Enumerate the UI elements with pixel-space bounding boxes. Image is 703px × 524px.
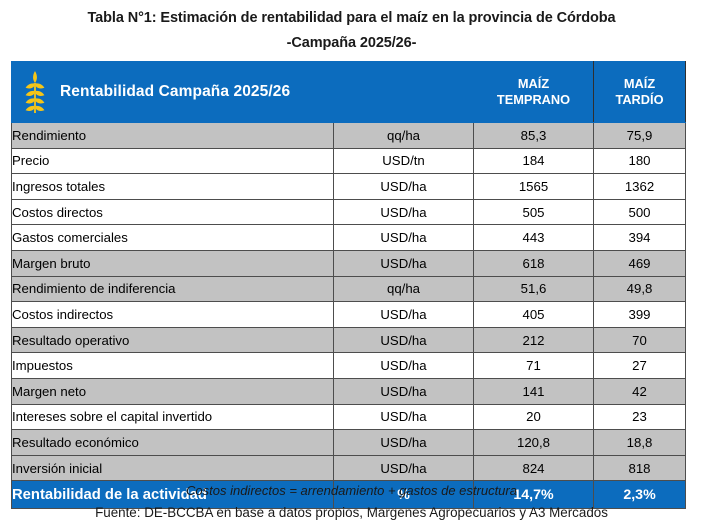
row-unit: qq/ha: [332, 122, 475, 149]
row-unit: USD/tn: [332, 147, 475, 175]
row-value-tardio: 18,8: [593, 429, 687, 456]
table-row: Gastos comerciales USD/ha 443 394: [11, 224, 687, 251]
row-value-tardio: 27: [593, 352, 687, 379]
table-row: Margen bruto USD/ha 618 469: [11, 249, 687, 277]
page-title: Tabla N°1: Estimación de rentabilidad pa…: [0, 0, 703, 56]
table-row: Intereses sobre el capital invertido USD/…: [11, 403, 687, 431]
row-value-tardio: 469: [593, 249, 687, 277]
row-concept: Inversión inicial: [11, 454, 334, 482]
table-row: Rendimiento de indiferencia qq/ha 51,6 49,8: [11, 275, 687, 303]
title-line-1: Tabla N°1: Estimación de rentabilidad pa…: [87, 10, 616, 26]
table-footer: Costos indirectos = arrendamiento + gast…: [0, 481, 703, 524]
table-row: Resultado económico USD/ha 120,8 18,8: [11, 429, 687, 456]
row-unit: USD/ha: [332, 224, 475, 251]
row-value-tardio: 399: [593, 301, 687, 328]
row-concept: Precio: [11, 147, 334, 175]
header-col-temprano-line1: MAÍZ: [517, 76, 550, 91]
footer-note: Costos indirectos = arrendamiento + gast…: [186, 483, 517, 498]
row-value-tardio: 49,8: [593, 275, 687, 303]
table-row: Precio USD/tn 184 180: [11, 147, 687, 175]
row-unit: USD/ha: [332, 377, 475, 405]
row-value-temprano: 618: [473, 249, 595, 277]
total-value-tardio: 2,3%: [593, 480, 687, 510]
row-concept: Margen bruto: [11, 249, 334, 277]
row-value-tardio: 818: [593, 454, 687, 482]
row-value-tardio: 70: [593, 326, 687, 354]
total-unit: %: [332, 480, 475, 510]
row-unit: USD/ha: [332, 198, 475, 226]
table-row: Costos directos USD/ha 505 500: [11, 198, 687, 226]
row-concept: Costos directos: [11, 198, 334, 226]
row-value-temprano: 120,8: [473, 429, 595, 456]
row-value-temprano: 71: [473, 352, 595, 379]
row-value-temprano: 85,3: [473, 122, 595, 149]
table-row-total: Rentabilidad de la actividad% 14,7% 2,3%: [11, 480, 687, 510]
row-concept: Ingresos totales: [11, 173, 334, 200]
row-value-temprano: 20: [473, 403, 595, 431]
row-concept: Resultado económico: [11, 429, 334, 456]
header-main-cell: Rentabilidad Campaña 2025/26: [10, 61, 475, 123]
row-value-temprano: 141: [473, 377, 595, 405]
header-col-maiz-temprano: MAÍZ TEMPRANO: [473, 61, 595, 123]
row-value-tardio: 180: [593, 147, 687, 175]
row-concept: Gastos comerciales: [11, 224, 334, 251]
row-value-temprano: 51,6: [473, 275, 595, 303]
header-main-label: Rentabilidad Campaña 2025/26: [60, 83, 291, 100]
table-row: Margen neto USD/ha 141 42: [11, 377, 687, 405]
row-value-tardio: 394: [593, 224, 687, 251]
row-unit: USD/ha: [332, 352, 475, 379]
row-concept: Impuestos: [11, 352, 334, 379]
wheat-icon: [20, 70, 50, 114]
table-row: Impuestos USD/ha 71 27: [11, 352, 687, 379]
table-row: Ingresos totales USD/ha 1565 1362: [11, 173, 687, 200]
row-value-tardio: 23: [593, 403, 687, 431]
row-unit: USD/ha: [332, 429, 475, 456]
row-concept: Resultado operativo: [11, 326, 334, 354]
row-concept: Margen neto: [11, 377, 334, 405]
header-col-tardio-line2: TARDÍO: [615, 92, 664, 107]
row-unit: USD/ha: [332, 249, 475, 277]
row-value-tardio: 42: [593, 377, 687, 405]
row-concept: Rendimiento de indiferencia: [11, 275, 334, 303]
row-value-temprano: 184: [473, 147, 595, 175]
row-value-temprano: 443: [473, 224, 595, 251]
table-row: Inversión inicial USD/ha 824 818: [11, 454, 687, 482]
row-concept: Rendimiento: [11, 122, 334, 149]
footer-source: Fuente: DE-BCCBA en base a datos propios…: [95, 505, 608, 520]
header-col-tardio-line1: MAÍZ: [623, 76, 656, 91]
total-value-temprano: 14,7%: [473, 480, 595, 510]
row-value-temprano: 1565: [473, 173, 595, 200]
table-row: Rendimiento qq/ha 85,3 75,9: [11, 122, 687, 149]
row-value-temprano: 505: [473, 198, 595, 226]
title-line-2: -Campaña 2025/26-: [286, 35, 417, 51]
header-col-maiz-tardio: MAÍZ TARDÍO: [593, 61, 687, 123]
row-value-tardio: 1362: [593, 173, 687, 200]
row-unit: USD/ha: [332, 173, 475, 200]
row-value-temprano: 212: [473, 326, 595, 354]
table-row: Costos indirectos USD/ha 405 399: [11, 301, 687, 328]
row-value-temprano: 405: [473, 301, 595, 328]
row-unit: USD/ha: [332, 454, 475, 482]
row-value-tardio: 75,9: [593, 122, 687, 149]
row-unit: qq/ha: [332, 275, 475, 303]
row-concept: Intereses sobre el capital invertido: [11, 403, 334, 431]
table-row: Resultado operativo USD/ha 212 70: [11, 326, 687, 354]
row-concept: Costos indirectos: [11, 301, 334, 328]
row-value-temprano: 824: [473, 454, 595, 482]
row-value-tardio: 500: [593, 198, 687, 226]
profitability-table: Rentabilidad Campaña 2025/26 MAÍZ TEMPRA…: [10, 61, 687, 510]
row-unit: USD/ha: [332, 403, 475, 431]
header-col-temprano-line2: TEMPRANO: [496, 92, 571, 107]
row-unit: USD/ha: [332, 301, 475, 328]
table-header: Rentabilidad Campaña 2025/26 MAÍZ TEMPRA…: [10, 61, 687, 123]
row-unit: USD/ha: [332, 326, 475, 354]
table-body: Rendimiento qq/ha 85,3 75,9 Precio USD/tn 184 1…: [11, 122, 687, 510]
